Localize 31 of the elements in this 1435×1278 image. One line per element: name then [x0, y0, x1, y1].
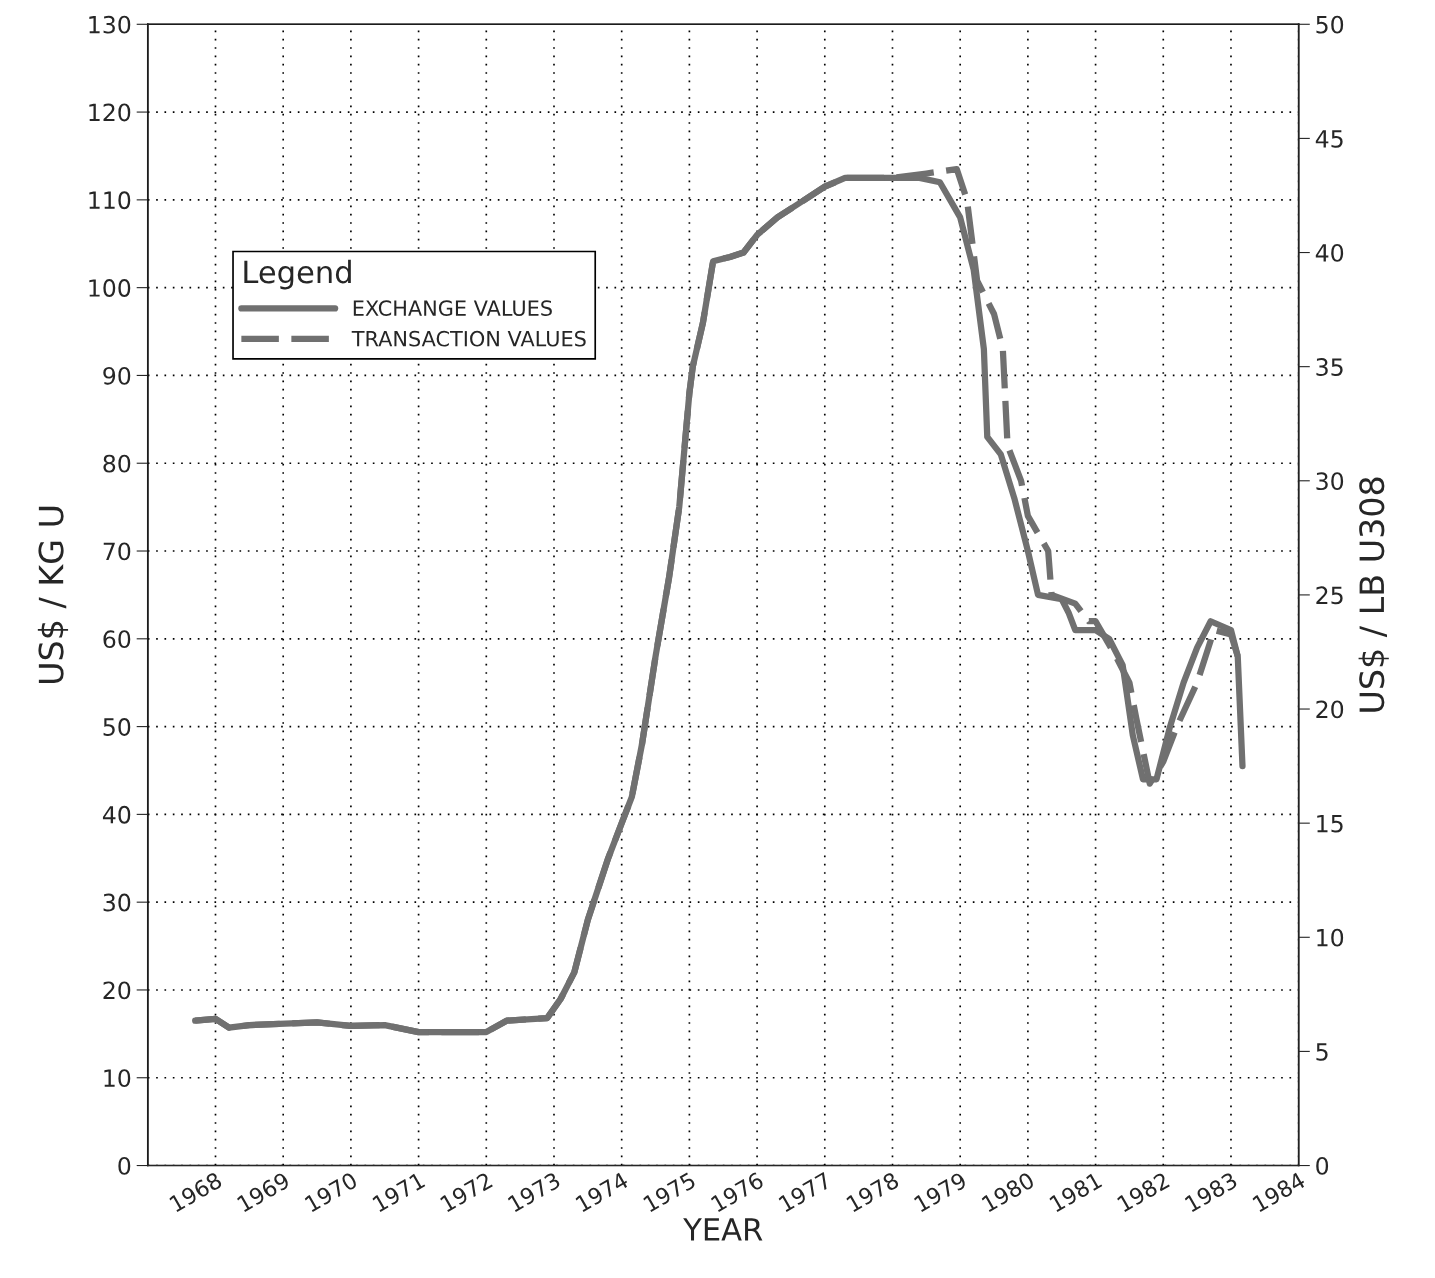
- y2-tick-label: 15: [1317, 814, 1343, 833]
- y2-tick-label: 10: [1317, 928, 1344, 947]
- y-tick-label: 100: [89, 279, 131, 297]
- y2-axis-title: US$ / LB U308: [1358, 477, 1389, 712]
- x-axis-title: YEAR: [683, 1218, 763, 1241]
- y2-tick-label: 20: [1316, 700, 1344, 719]
- y-tick-label: 20: [103, 981, 131, 1000]
- y2-tick-label: 35: [1316, 358, 1343, 376]
- y2-tick-label: 5: [1316, 1043, 1328, 1061]
- y-tick-label: 50: [103, 718, 131, 736]
- y-tick-label: 60: [103, 630, 131, 649]
- y-tick-label: 80: [103, 454, 131, 473]
- y-tick-label: 40: [102, 805, 131, 824]
- y-tick-label: 0: [118, 1156, 131, 1175]
- legend-title: Legend: [244, 259, 351, 290]
- y-axis-title: US$ / KG U: [37, 506, 69, 683]
- y-tick-label: 70: [103, 542, 131, 561]
- legend-label: TRANSACTION VALUES: [351, 330, 586, 347]
- y2-tick-label: 45: [1315, 130, 1343, 148]
- y2-tick-label: 40: [1315, 243, 1344, 262]
- y2-tick-label: 50: [1316, 15, 1344, 34]
- y-tick-label: 90: [103, 366, 131, 385]
- y-tick-label: 110: [89, 191, 131, 210]
- y2-tick-label: 30: [1316, 472, 1344, 491]
- y2-tick-label: 25: [1316, 586, 1343, 605]
- y-tick-label: 30: [103, 893, 131, 912]
- legend-label: EXCHANGE VALUES: [353, 300, 552, 316]
- y-tick-label: 10: [104, 1069, 131, 1088]
- y2-tick-label: 0: [1316, 1156, 1329, 1175]
- y-tick-label: 130: [89, 15, 131, 34]
- y-tick-label: 120: [89, 103, 131, 122]
